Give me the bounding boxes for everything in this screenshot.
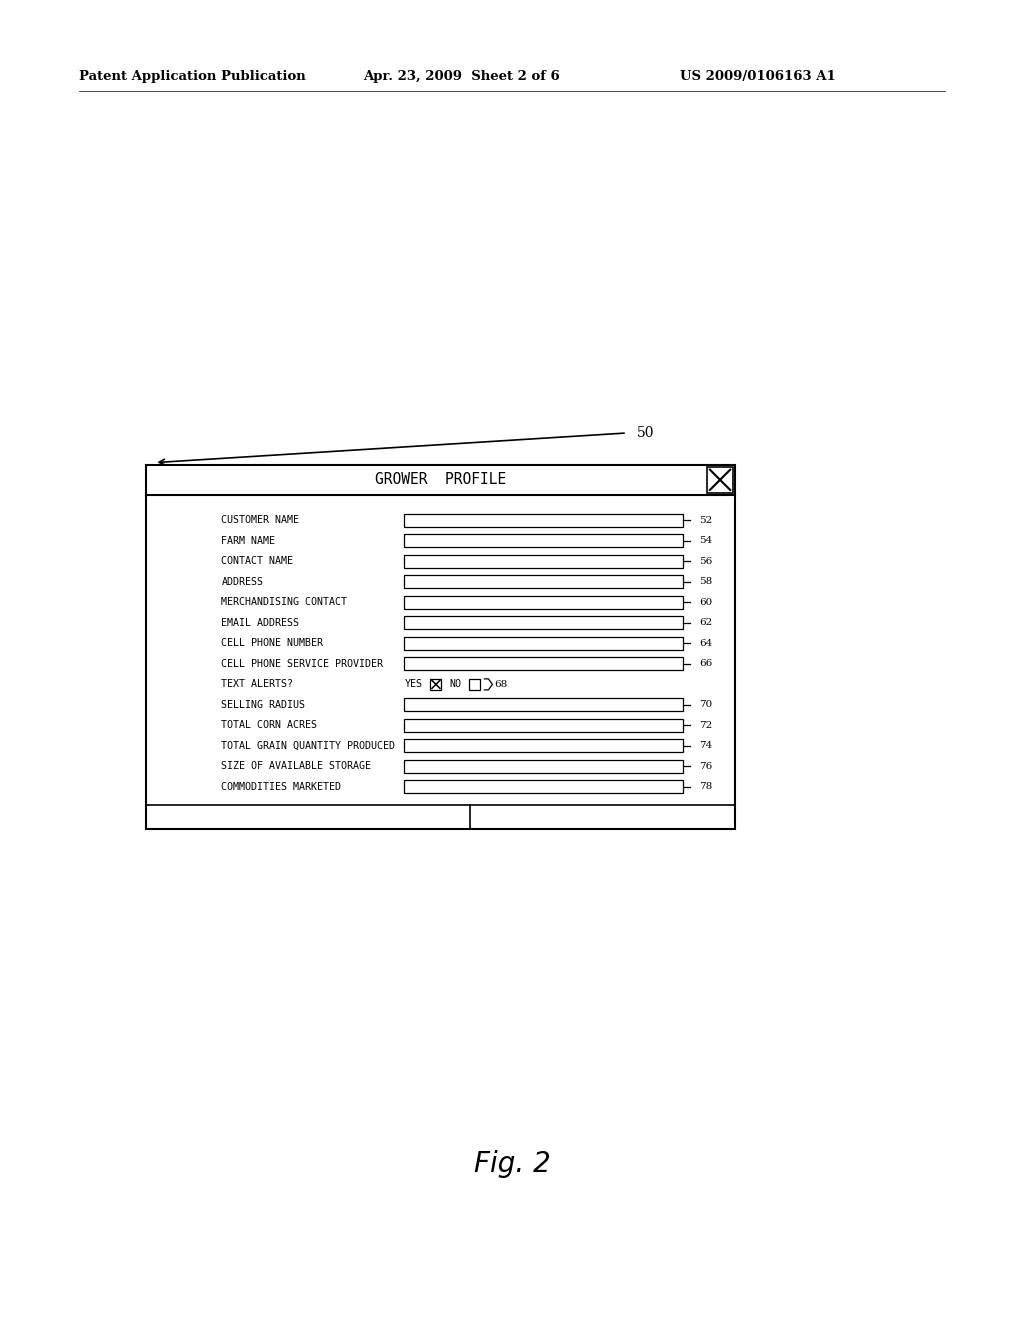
Text: 76: 76 <box>699 762 713 771</box>
Bar <box>404 719 683 731</box>
Text: CUSTOMER NAME: CUSTOMER NAME <box>221 515 299 525</box>
Text: Fig. 2: Fig. 2 <box>474 1150 550 1179</box>
Text: FARM NAME: FARM NAME <box>221 536 275 545</box>
Bar <box>469 678 480 690</box>
Bar <box>404 636 683 649</box>
Bar <box>404 698 683 711</box>
Text: 58: 58 <box>699 577 713 586</box>
Bar <box>404 657 683 671</box>
Bar <box>404 595 683 609</box>
Text: 72: 72 <box>699 721 713 730</box>
Bar <box>430 678 441 690</box>
Text: 78: 78 <box>699 783 713 792</box>
Text: US 2009/0106163 A1: US 2009/0106163 A1 <box>680 70 836 83</box>
Text: Patent Application Publication: Patent Application Publication <box>79 70 305 83</box>
Text: 74: 74 <box>699 742 713 750</box>
Text: SIZE OF AVAILABLE STORAGE: SIZE OF AVAILABLE STORAGE <box>221 762 372 771</box>
Bar <box>404 554 683 568</box>
Text: 70: 70 <box>699 701 713 709</box>
Text: TOTAL GRAIN QUANTITY PRODUCED: TOTAL GRAIN QUANTITY PRODUCED <box>221 741 395 751</box>
Text: SELLING RADIUS: SELLING RADIUS <box>221 700 305 710</box>
Text: TOTAL CORN ACRES: TOTAL CORN ACRES <box>221 721 317 730</box>
Bar <box>404 780 683 793</box>
Bar <box>404 760 683 774</box>
Text: 56: 56 <box>699 557 713 566</box>
Text: 54: 54 <box>699 536 713 545</box>
Text: MERCHANDISING CONTACT: MERCHANDISING CONTACT <box>221 598 347 607</box>
Text: 64: 64 <box>699 639 713 648</box>
Text: ADDRESS: ADDRESS <box>221 577 263 587</box>
Text: Apr. 23, 2009  Sheet 2 of 6: Apr. 23, 2009 Sheet 2 of 6 <box>364 70 560 83</box>
Text: YES: YES <box>404 680 423 689</box>
Bar <box>404 739 683 752</box>
Text: TEXT ALERTS?: TEXT ALERTS? <box>221 680 294 689</box>
Bar <box>707 467 733 492</box>
Bar <box>146 465 735 829</box>
Text: 50: 50 <box>637 426 654 440</box>
Text: 68: 68 <box>495 680 508 689</box>
Text: CELL PHONE NUMBER: CELL PHONE NUMBER <box>221 639 324 648</box>
Bar <box>404 576 683 589</box>
Bar <box>404 616 683 630</box>
Text: 52: 52 <box>699 516 713 525</box>
Text: 66: 66 <box>699 660 713 668</box>
Bar <box>404 535 683 548</box>
Text: NO: NO <box>450 680 462 689</box>
Text: GROWER  PROFILE: GROWER PROFILE <box>375 473 507 487</box>
Text: COMMODITIES MARKETED: COMMODITIES MARKETED <box>221 781 341 792</box>
Text: CONTACT NAME: CONTACT NAME <box>221 556 294 566</box>
Text: 62: 62 <box>699 618 713 627</box>
Text: EMAIL ADDRESS: EMAIL ADDRESS <box>221 618 299 628</box>
Text: CELL PHONE SERVICE PROVIDER: CELL PHONE SERVICE PROVIDER <box>221 659 383 669</box>
Bar <box>404 513 683 527</box>
Text: 60: 60 <box>699 598 713 607</box>
